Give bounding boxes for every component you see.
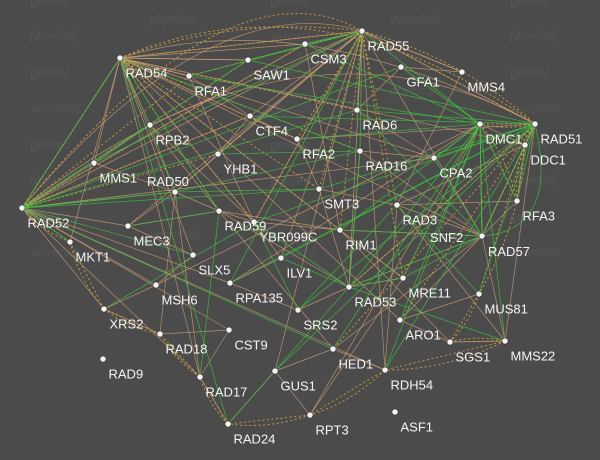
svg-text:YBR099C: YBR099C <box>260 230 318 245</box>
svg-text:RAD9: RAD9 <box>109 367 144 382</box>
svg-text:SLX5: SLX5 <box>199 263 231 278</box>
svg-text:CTF4: CTF4 <box>256 124 289 139</box>
svg-text:MSH6: MSH6 <box>162 293 198 308</box>
svg-text:ARO1: ARO1 <box>406 328 441 343</box>
svg-text:RAD50: RAD50 <box>147 174 189 189</box>
svg-text:MRE11: MRE11 <box>409 286 451 301</box>
svg-text:SAW1: SAW1 <box>254 68 290 83</box>
svg-text:CST9: CST9 <box>235 338 268 353</box>
svg-text:CPA2: CPA2 <box>440 166 473 181</box>
svg-text:MUS81: MUS81 <box>485 302 528 317</box>
svg-text:HED1: HED1 <box>339 357 374 372</box>
svg-text:RAD54: RAD54 <box>126 66 168 81</box>
svg-text:RAD6: RAD6 <box>363 118 398 133</box>
svg-text:RFA1: RFA1 <box>195 84 228 99</box>
svg-text:RAD18: RAD18 <box>166 342 208 357</box>
svg-text:RDH54: RDH54 <box>391 378 434 393</box>
svg-text:MKT1: MKT1 <box>76 250 111 265</box>
svg-text:RAD16: RAD16 <box>366 159 408 174</box>
svg-text:GFA1: GFA1 <box>407 75 440 90</box>
svg-text:ILV1: ILV1 <box>287 266 313 281</box>
svg-text:MMS1: MMS1 <box>100 171 138 186</box>
svg-text:RAD57: RAD57 <box>488 244 530 259</box>
svg-text:GUS1: GUS1 <box>281 379 316 394</box>
svg-text:RAD3: RAD3 <box>403 213 438 228</box>
svg-text:RPA135: RPA135 <box>236 291 283 306</box>
svg-text:RFA3: RFA3 <box>523 209 556 224</box>
svg-text:MMS22: MMS22 <box>511 349 556 364</box>
svg-text:RAD17: RAD17 <box>206 385 248 400</box>
svg-text:RAD52: RAD52 <box>28 216 70 231</box>
svg-text:MMS4: MMS4 <box>468 80 506 95</box>
svg-text:RFA2: RFA2 <box>303 147 336 162</box>
svg-text:RAD53: RAD53 <box>355 295 397 310</box>
svg-text:RPT3: RPT3 <box>316 423 349 438</box>
svg-text:SMT3: SMT3 <box>325 197 360 212</box>
svg-text:ASF1: ASF1 <box>401 420 434 435</box>
svg-text:YHB1: YHB1 <box>224 162 258 177</box>
svg-text:RIM1: RIM1 <box>346 238 377 253</box>
svg-text:SGS1: SGS1 <box>456 350 491 365</box>
svg-text:DDC1: DDC1 <box>531 153 566 168</box>
svg-text:XRS2: XRS2 <box>110 317 144 332</box>
svg-text:SNF2: SNF2 <box>430 230 463 245</box>
svg-text:RPB2: RPB2 <box>156 133 190 148</box>
svg-text:RAD24: RAD24 <box>234 432 276 447</box>
svg-text:MEC3: MEC3 <box>134 234 170 249</box>
svg-text:RAD51: RAD51 <box>541 132 583 147</box>
svg-text:RAD59: RAD59 <box>225 219 267 234</box>
svg-text:CSM3: CSM3 <box>311 52 347 67</box>
svg-text:DMC1: DMC1 <box>486 132 523 147</box>
svg-text:RAD55: RAD55 <box>368 39 410 54</box>
svg-text:SRS2: SRS2 <box>304 318 338 333</box>
